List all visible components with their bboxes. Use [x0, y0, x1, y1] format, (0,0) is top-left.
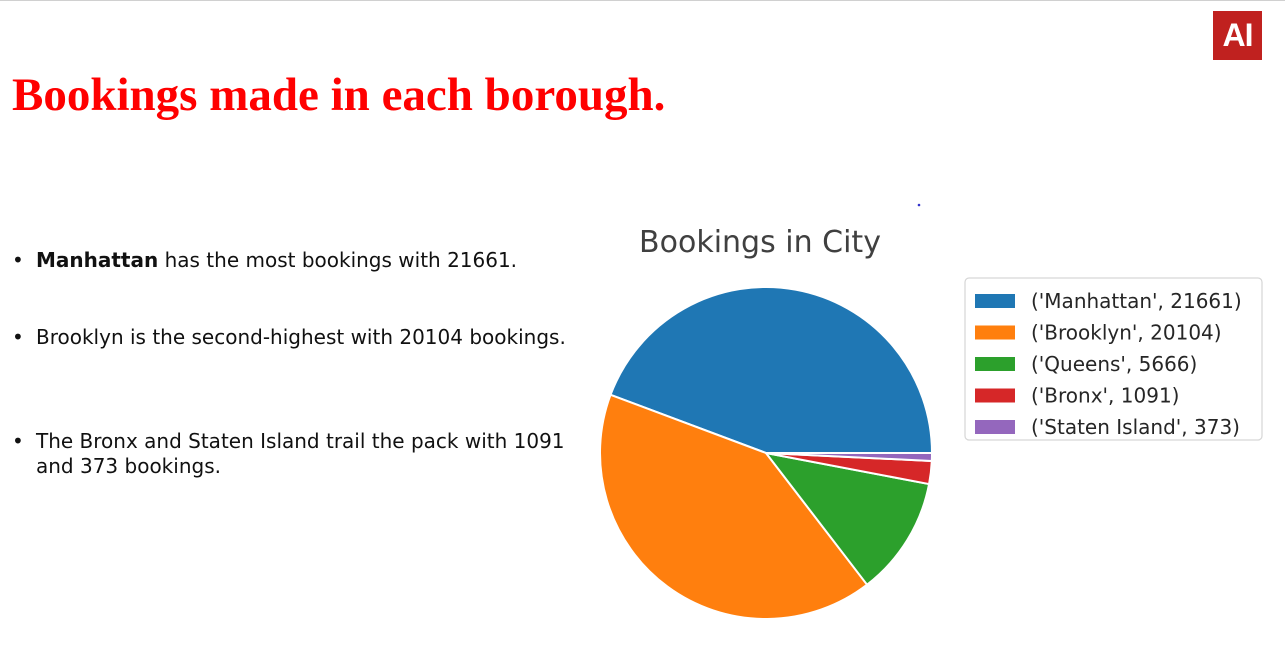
pie-slice-brooklyn [599, 393, 869, 620]
legend-swatch [975, 388, 1015, 403]
logo: AI [1213, 11, 1262, 60]
pie-slice-queens [765, 452, 931, 586]
bullet-body: Brooklyn is the second-highest with 2010… [36, 325, 566, 349]
legend-swatch [975, 294, 1015, 308]
bullet-text: The Bronx and Staten Island trail the pa… [36, 429, 566, 479]
legend-swatch [975, 325, 1015, 340]
page-title: Bookings made in each borough. [12, 69, 666, 121]
legend-swatch [975, 420, 1015, 434]
pie-slice-staten-island [765, 452, 934, 462]
chart-title: Bookings in City [639, 225, 881, 260]
top-rule [0, 0, 1285, 1]
bullet-dot: • [12, 248, 24, 272]
pie-slices [599, 286, 934, 620]
legend-box [964, 277, 1263, 441]
legend-label: ('Bronx', 1091) [1031, 384, 1179, 408]
legend: ('Manhattan', 21661) ('Brooklyn', 20104) (… [964, 277, 1263, 441]
bullet-body: The Bronx and Staten Island trail the pa… [36, 429, 565, 478]
stray-dot [917, 203, 921, 207]
legend-label: ('Queens', 5666) [1031, 352, 1197, 376]
pie-slice-manhattan [609, 286, 933, 454]
bullet-bold: Manhattan [36, 248, 159, 272]
legend-label: ('Manhattan', 21661) [1031, 289, 1242, 313]
bullet-body: has the most bookings with 21661. [158, 248, 518, 272]
bullet-dot: • [12, 429, 24, 453]
pie-chart: Bookings in City ('Manhattan', 21661) ('B… [599, 203, 1263, 620]
legend-swatch [975, 357, 1015, 371]
bullet-text: Manhattan has the most bookings with 216… [36, 248, 566, 273]
bullet-text: Brooklyn is the second-highest with 2010… [36, 325, 566, 350]
legend-label: ('Brooklyn', 20104) [1031, 321, 1222, 345]
bullet-dot: • [12, 325, 24, 349]
legend-label: ('Staten Island', 373) [1031, 415, 1240, 439]
